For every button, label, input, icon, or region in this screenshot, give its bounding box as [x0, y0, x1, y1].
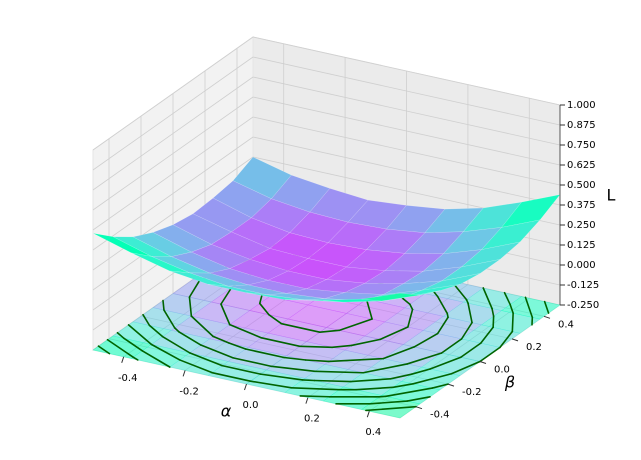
z-tick-label: 0.500: [567, 180, 596, 191]
y-tick: [512, 339, 518, 341]
x-axis-label: α: [221, 402, 232, 421]
x-tick-label: 0.2: [304, 414, 320, 425]
z-tick-label: 0.625: [567, 160, 596, 171]
z-tick-label: 1.000: [567, 100, 596, 111]
y-tick: [480, 362, 486, 364]
z-tick-label: 0.250: [567, 220, 596, 231]
y-tick-label: 0.4: [558, 319, 574, 330]
z-tick-label: -0.250: [567, 300, 599, 311]
x-tick-label: 0.0: [243, 400, 259, 411]
z-tick-label: 0.125: [567, 240, 596, 251]
x-tick: [122, 357, 124, 363]
contour-line: [303, 380, 315, 381]
contour-line: [447, 313, 448, 317]
z-axis-label: L: [607, 186, 616, 205]
y-tick: [544, 316, 550, 318]
contour-line: [314, 381, 350, 382]
contour-line: [300, 396, 329, 397]
x-tick-label: -0.4: [118, 373, 138, 384]
z-tick-label: -0.125: [567, 280, 599, 291]
y-tick-label: -0.2: [462, 387, 482, 398]
contour-line: [512, 313, 513, 331]
y-axis-label: β: [504, 373, 515, 392]
x-tick-label: 0.4: [365, 427, 381, 438]
z-tick-label: 0.750: [567, 140, 596, 151]
y-tick-label: -0.4: [430, 410, 450, 421]
x-tick: [306, 398, 308, 404]
z-tick-label: 0.875: [567, 120, 596, 131]
x-tick: [183, 370, 185, 376]
x-tick: [367, 411, 369, 417]
y-tick-label: 0.2: [526, 342, 542, 353]
y-tick: [416, 407, 422, 409]
x-tick-label: -0.2: [179, 386, 199, 397]
y-tick: [448, 384, 454, 386]
x-tick: [245, 384, 247, 390]
contour-line: [300, 346, 332, 347]
z-tick-label: 0.375: [567, 200, 596, 211]
contour-line: [163, 301, 164, 310]
z-tick-label: 0.000: [567, 260, 596, 271]
